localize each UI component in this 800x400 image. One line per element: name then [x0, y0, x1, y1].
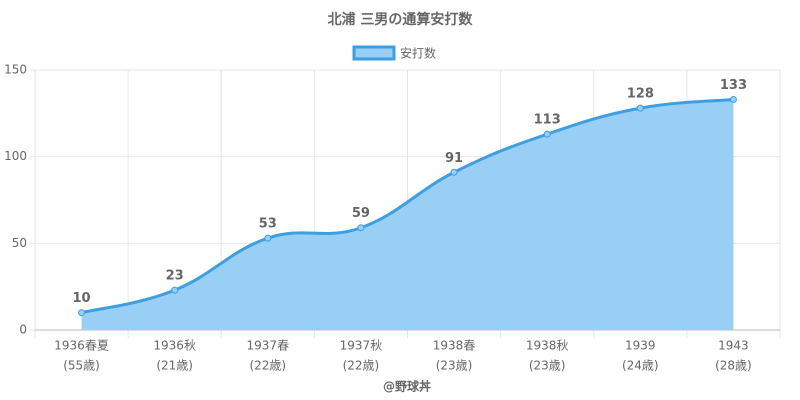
x-axis-label: @野球丼: [383, 379, 431, 394]
x-tick-label: 1936秋: [153, 339, 196, 353]
line: [81, 97, 734, 315]
data-label: 128: [627, 87, 654, 102]
x-tick-label: (24歳): [622, 359, 659, 373]
x-tick-label: 1936春夏: [54, 339, 109, 353]
legend-label: 安打数: [400, 46, 436, 61]
point: [636, 104, 644, 112]
y-tick-label: 50: [12, 236, 27, 250]
y-tick-label: 150: [4, 63, 27, 77]
area: [81, 99, 734, 330]
y-tick-label: 0: [19, 323, 27, 337]
data-label: 53: [259, 217, 277, 232]
point: [543, 130, 551, 138]
x-tick-label: 1937秋: [340, 339, 383, 353]
x-tick-label: (21歳): [156, 359, 193, 373]
x-tick-label: (23歳): [436, 359, 473, 373]
point: [78, 309, 86, 317]
x-tick-label: (28歳): [715, 359, 752, 373]
data-label: 10: [73, 291, 91, 306]
x-tick-label: (23歳): [529, 359, 566, 373]
point: [357, 224, 365, 232]
x-tick-label: (22歳): [343, 359, 380, 373]
x-tick-label: 1937春: [247, 339, 290, 353]
data-label: 133: [720, 78, 747, 93]
x-tick-label: 1939: [625, 339, 656, 353]
chart-title: 北浦 三男の通算安打数: [328, 11, 474, 28]
legend-swatch: [352, 45, 396, 61]
x-tick-label: (22歳): [249, 359, 286, 373]
y-tick-label: 100: [4, 149, 27, 163]
point: [171, 286, 179, 294]
point: [729, 95, 737, 103]
data-label: 23: [166, 269, 184, 284]
data-label: 91: [445, 151, 463, 166]
point: [450, 168, 458, 176]
data-label: 113: [534, 113, 561, 128]
x-tick-label: 1943: [718, 339, 749, 353]
x-tick-label: 1938春: [433, 339, 476, 353]
data-label: 59: [352, 206, 370, 221]
x-tick-label: (55歳): [63, 359, 100, 373]
x-tick-label: 1938秋: [526, 339, 569, 353]
point: [264, 234, 272, 242]
